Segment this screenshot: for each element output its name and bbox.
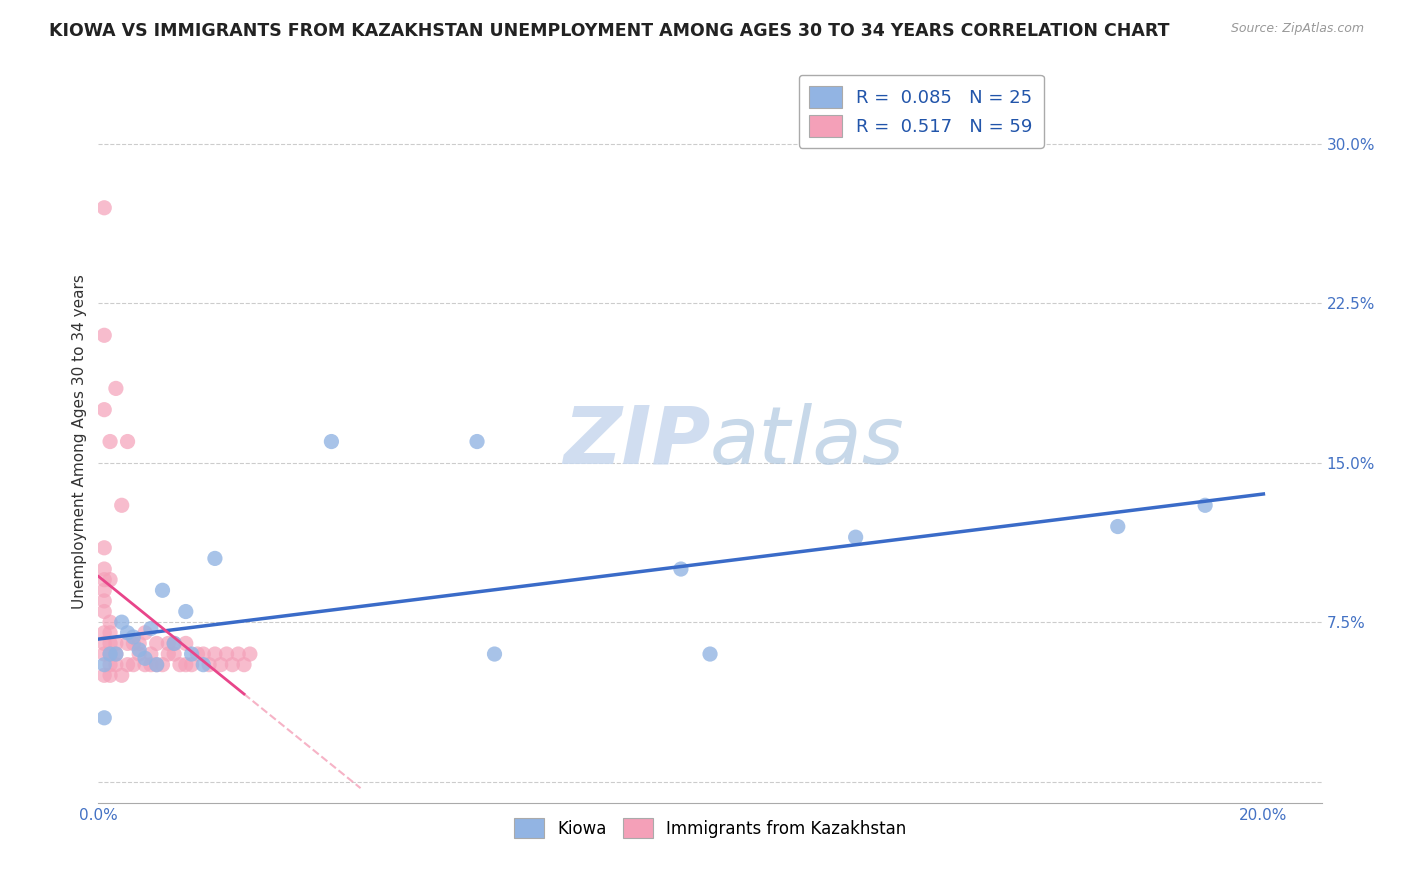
Point — [93, 647, 115, 661]
Point — [152, 583, 174, 598]
Point — [93, 657, 115, 672]
Point — [117, 636, 139, 650]
Point — [163, 647, 186, 661]
Point — [98, 647, 121, 661]
Point — [104, 636, 127, 650]
Point — [180, 657, 202, 672]
Point — [117, 434, 139, 449]
Point — [134, 657, 156, 672]
Legend: Kiowa, Immigrants from Kazakhstan: Kiowa, Immigrants from Kazakhstan — [508, 812, 912, 845]
Point — [221, 657, 243, 672]
Point — [134, 625, 156, 640]
Point — [139, 657, 162, 672]
Point — [111, 615, 134, 630]
Point — [98, 625, 121, 640]
Point — [104, 647, 127, 661]
Point — [233, 657, 256, 672]
Point — [174, 657, 197, 672]
Point — [98, 434, 121, 449]
Point — [193, 647, 215, 661]
Point — [104, 657, 127, 672]
Point — [104, 647, 127, 661]
Point — [117, 625, 139, 640]
Point — [98, 647, 121, 661]
Point — [122, 636, 145, 650]
Point — [117, 657, 139, 672]
Text: KIOWA VS IMMIGRANTS FROM KAZAKHSTAN UNEMPLOYMENT AMONG AGES 30 TO 34 YEARS CORRE: KIOWA VS IMMIGRANTS FROM KAZAKHSTAN UNEM… — [49, 22, 1170, 40]
Y-axis label: Unemployment Among Ages 30 to 34 years: Unemployment Among Ages 30 to 34 years — [72, 274, 87, 609]
Point — [145, 657, 167, 672]
Point — [484, 647, 506, 661]
Point — [845, 530, 868, 544]
Point — [93, 562, 115, 576]
Point — [174, 636, 197, 650]
Point — [180, 647, 202, 661]
Point — [93, 573, 115, 587]
Point — [186, 647, 208, 661]
Point — [98, 668, 121, 682]
Point — [128, 647, 150, 661]
Point — [93, 583, 115, 598]
Point — [93, 594, 115, 608]
Point — [93, 711, 115, 725]
Point — [98, 657, 121, 672]
Text: Source: ZipAtlas.com: Source: ZipAtlas.com — [1230, 22, 1364, 36]
Point — [669, 562, 692, 576]
Point — [111, 498, 134, 512]
Point — [198, 657, 221, 672]
Point — [93, 402, 115, 417]
Point — [174, 605, 197, 619]
Point — [145, 657, 167, 672]
Point — [699, 647, 721, 661]
Point — [93, 636, 115, 650]
Point — [157, 636, 180, 650]
Point — [134, 651, 156, 665]
Point — [93, 668, 115, 682]
Text: atlas: atlas — [710, 402, 905, 481]
Point — [93, 328, 115, 343]
Point — [93, 605, 115, 619]
Point — [163, 636, 186, 650]
Point — [104, 381, 127, 395]
Point — [204, 551, 226, 566]
Point — [163, 636, 186, 650]
Point — [111, 668, 134, 682]
Point — [128, 642, 150, 657]
Point — [215, 647, 238, 661]
Point — [93, 625, 115, 640]
Point — [226, 647, 249, 661]
Point — [98, 573, 121, 587]
Point — [239, 647, 262, 661]
Point — [98, 636, 121, 650]
Point — [139, 647, 162, 661]
Point — [321, 434, 343, 449]
Point — [139, 622, 162, 636]
Point — [209, 657, 232, 672]
Point — [145, 636, 167, 650]
Point — [128, 636, 150, 650]
Point — [1194, 498, 1216, 512]
Point — [93, 541, 115, 555]
Point — [169, 657, 191, 672]
Point — [98, 615, 121, 630]
Point — [193, 657, 215, 672]
Point — [465, 434, 488, 449]
Point — [157, 647, 180, 661]
Point — [152, 657, 174, 672]
Point — [122, 657, 145, 672]
Point — [93, 201, 115, 215]
Point — [122, 630, 145, 644]
Point — [1107, 519, 1129, 533]
Text: ZIP: ZIP — [562, 402, 710, 481]
Point — [204, 647, 226, 661]
